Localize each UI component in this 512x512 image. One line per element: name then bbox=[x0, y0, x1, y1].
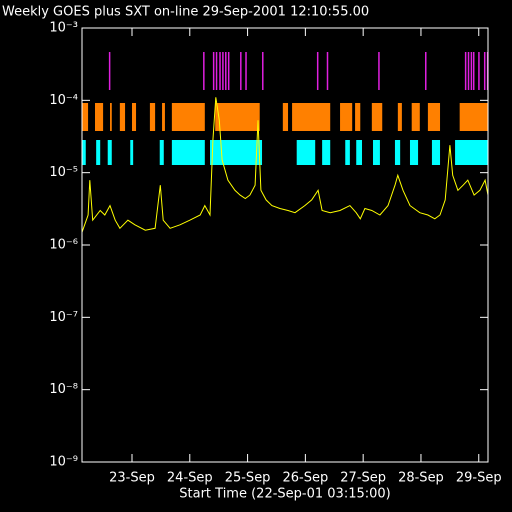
sxt-interval bbox=[107, 140, 112, 165]
sxt-interval bbox=[397, 103, 402, 131]
y-tick-label: 10⁻⁶ bbox=[49, 238, 78, 253]
sxt-interval bbox=[467, 52, 470, 90]
sxt-interval bbox=[409, 140, 419, 165]
x-tick-label: 23-Sep bbox=[109, 471, 155, 486]
x-axis-label: Start Time (22-Sep-01 03:15:00) bbox=[179, 487, 390, 502]
sxt-interval bbox=[292, 103, 331, 131]
sxt-interval bbox=[355, 103, 361, 131]
sxt-interval bbox=[455, 140, 488, 165]
sxt-interval bbox=[225, 52, 227, 90]
sxt-interval bbox=[245, 52, 247, 90]
sxt-interval bbox=[203, 52, 205, 90]
sxt-interval bbox=[215, 52, 218, 90]
sxt-interval bbox=[427, 103, 441, 131]
sxt-interval bbox=[219, 52, 221, 90]
sxt-interval bbox=[240, 52, 242, 90]
sxt-interval bbox=[262, 52, 264, 90]
sxt-interval bbox=[159, 140, 164, 165]
sxt-interval bbox=[149, 103, 156, 131]
sxt-interval bbox=[372, 140, 380, 165]
sxt-interval bbox=[394, 140, 401, 165]
x-tick-label: 25-Sep bbox=[225, 471, 271, 486]
sxt-interval bbox=[212, 52, 215, 90]
sxt-interval bbox=[210, 140, 263, 165]
sxt-interval bbox=[108, 52, 111, 90]
y-tick-label: 10⁻⁹ bbox=[49, 455, 78, 470]
sxt-interval bbox=[378, 52, 380, 90]
x-tick-label: 29-Sep bbox=[456, 471, 502, 486]
sxt-interval bbox=[171, 103, 205, 131]
sxt-interval bbox=[96, 140, 101, 165]
sxt-interval bbox=[131, 103, 137, 131]
sxt-interval bbox=[171, 140, 205, 165]
sxt-interval bbox=[478, 52, 480, 90]
y-tick-label: 10⁻⁸ bbox=[49, 382, 78, 397]
sxt-interval bbox=[425, 52, 427, 90]
x-tick-label: 24-Sep bbox=[167, 471, 213, 486]
sxt-interval bbox=[222, 52, 224, 90]
sxt-interval bbox=[110, 103, 112, 131]
sxt-interval bbox=[82, 103, 89, 131]
sxt-interval bbox=[296, 140, 316, 165]
sxt-interval bbox=[464, 52, 467, 90]
sxt-interval bbox=[340, 103, 353, 131]
x-tick-label: 27-Sep bbox=[340, 471, 386, 486]
sxt-interval bbox=[215, 103, 260, 131]
sxt-interval bbox=[472, 52, 475, 90]
sxt-interval bbox=[371, 103, 383, 131]
sxt-interval bbox=[119, 103, 126, 131]
sxt-interval bbox=[82, 140, 86, 165]
y-tick-label: 10⁻⁴ bbox=[49, 93, 78, 108]
y-tick-label: 10⁻⁵ bbox=[49, 165, 78, 180]
y-tick-label: 10⁻⁷ bbox=[49, 310, 78, 325]
sxt-interval bbox=[95, 103, 104, 131]
sxt-interval bbox=[470, 52, 473, 90]
sxt-interval bbox=[431, 140, 441, 165]
x-tick-label: 28-Sep bbox=[398, 471, 444, 486]
sxt-interval bbox=[459, 103, 488, 131]
y-tick-label: 10⁻³ bbox=[49, 21, 78, 36]
sxt-interval bbox=[316, 52, 319, 90]
sxt-interval bbox=[162, 103, 165, 131]
flux-line bbox=[81, 97, 489, 233]
chart-title: Weekly GOES plus SXT on-line 29-Sep-2001… bbox=[2, 5, 369, 20]
sxt-interval bbox=[322, 140, 331, 165]
sxt-interval bbox=[282, 103, 289, 131]
sxt-interval bbox=[130, 140, 134, 165]
sxt-interval bbox=[356, 140, 363, 165]
sxt-interval bbox=[411, 103, 420, 131]
sxt-interval bbox=[345, 140, 350, 165]
sxt-interval bbox=[227, 52, 230, 90]
sxt-interval bbox=[483, 52, 486, 90]
sxt-interval bbox=[326, 52, 329, 90]
x-tick-label: 26-Sep bbox=[282, 471, 328, 486]
